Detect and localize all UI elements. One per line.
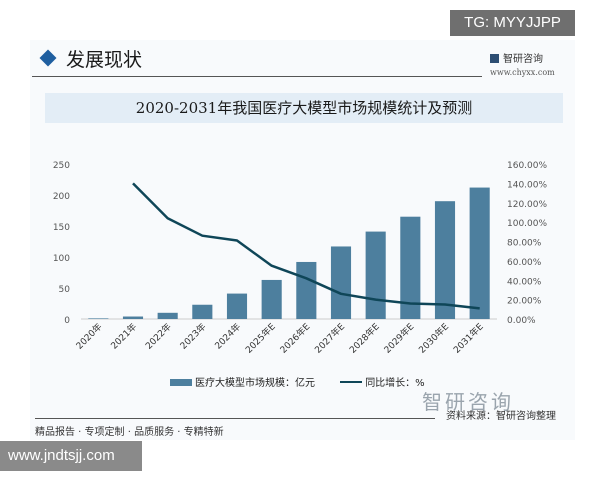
x-tick-label: 2026年E <box>277 320 312 355</box>
legend-line-label: 同比增长：% <box>365 378 425 389</box>
right-tick-label: 20.00% <box>507 297 542 307</box>
x-tick-label: 2031年E <box>451 320 486 355</box>
x-tick-label: 2021年 <box>108 321 139 352</box>
bar-2031年E <box>469 187 490 319</box>
slogan: 精品报告 · 专项定制 · 品质服务 · 专精特新 <box>35 427 224 438</box>
left-tick-label: 50 <box>59 285 71 295</box>
watermark-tag: TG: MYYJJPP <box>450 10 575 36</box>
bar-2021年 <box>122 316 144 319</box>
left-tick-label: 250 <box>53 161 70 171</box>
bar-2023年 <box>192 304 213 319</box>
bar-2028年E <box>365 231 386 319</box>
bar-2030年E <box>434 201 456 319</box>
footer-divider <box>35 418 435 419</box>
site-watermark: www.jndtsjj.com <box>0 441 142 471</box>
right-tick-label: 160.00% <box>507 161 547 171</box>
bar-2026年E <box>296 261 317 319</box>
bar-2020年 <box>88 318 109 319</box>
left-tick-label: 100 <box>53 254 70 264</box>
left-tick-label: 200 <box>53 192 70 202</box>
divider <box>32 76 482 77</box>
legend: 医疗大模型市场规模：亿元 同比增长：% <box>170 374 425 389</box>
legend-bar-swatch <box>170 379 192 386</box>
bar-2022年 <box>157 312 178 319</box>
right-tick-label: 140.00% <box>507 180 547 190</box>
right-tick-label: 120.00% <box>507 200 547 210</box>
bar-2024年 <box>226 293 248 319</box>
left-tick-label: 0 <box>64 316 70 326</box>
legend-line-swatch <box>340 381 363 383</box>
chart-title: 2020-2031年我国医疗大模型市场规模统计及预测 <box>45 93 563 123</box>
left-tick-label: 150 <box>53 223 70 233</box>
x-tick-label: 2028年E <box>347 320 382 355</box>
x-tick-label: 2025年E <box>243 320 278 355</box>
right-tick-label: 80.00% <box>507 239 542 249</box>
bar-2029年E <box>400 216 421 319</box>
brand-logo-icon <box>490 54 499 63</box>
brand: 智研咨询 <box>490 50 543 65</box>
x-tick-label: 2022年 <box>143 321 174 352</box>
right-tick-label: 0.00% <box>507 316 536 326</box>
x-tick-label: 2024年 <box>212 321 243 352</box>
x-tick-label: 2027年E <box>312 320 347 355</box>
brand-name: 智研咨询 <box>503 54 543 65</box>
footer-logo: 智研咨询 <box>422 390 514 414</box>
right-tick-label: 100.00% <box>507 219 547 229</box>
bar-2027年E <box>330 246 352 319</box>
x-tick-label: 2030年E <box>416 320 451 355</box>
brand-url: www.chyxx.com <box>490 68 555 77</box>
x-tick-label: 2029年E <box>381 320 416 355</box>
x-tick-label: 2023年 <box>177 321 208 352</box>
right-tick-label: 40.00% <box>507 277 542 287</box>
x-tick-label: 2020年 <box>73 321 104 352</box>
right-tick-label: 60.00% <box>507 258 542 268</box>
source-note: 资料来源：智研咨询整理 <box>446 411 556 422</box>
bar-2025年E <box>261 279 282 319</box>
legend-bar-label: 医疗大模型市场规模：亿元 <box>195 378 315 389</box>
section-title: 发展现状 <box>66 49 143 71</box>
